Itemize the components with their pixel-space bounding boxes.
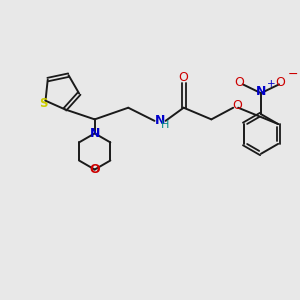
Text: O: O xyxy=(179,71,189,85)
Text: O: O xyxy=(275,76,285,88)
Text: −: − xyxy=(288,68,298,81)
Text: N: N xyxy=(89,127,100,140)
Text: S: S xyxy=(39,97,47,110)
Text: N: N xyxy=(256,85,267,98)
Text: O: O xyxy=(234,76,244,89)
Text: O: O xyxy=(89,163,100,176)
Text: O: O xyxy=(232,100,242,112)
Text: H: H xyxy=(161,120,170,130)
Text: N: N xyxy=(154,114,165,127)
Text: +: + xyxy=(267,79,275,89)
